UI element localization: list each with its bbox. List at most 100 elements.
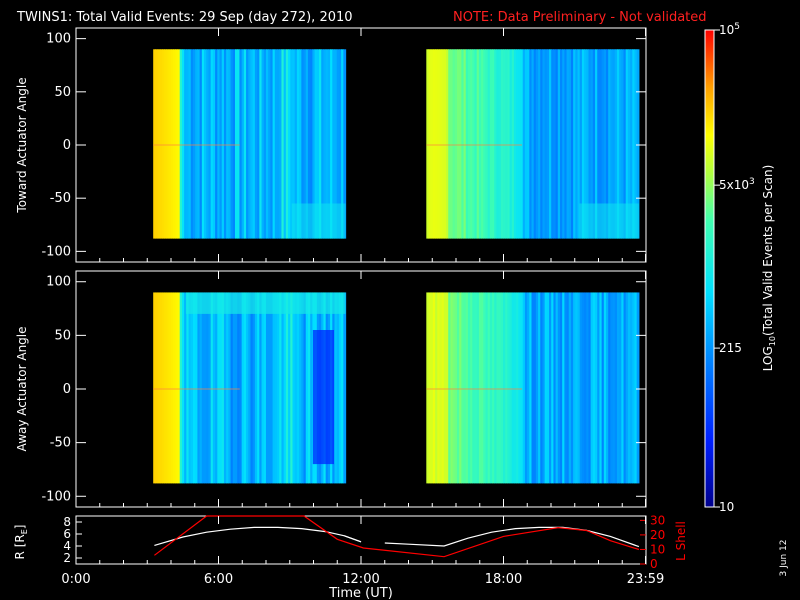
heatmap-column (478, 49, 482, 239)
heatmap-column (459, 292, 462, 484)
heatmap-column (428, 292, 432, 484)
y-tick-label: 0 (63, 382, 71, 397)
heatmap-column (592, 292, 596, 484)
heatmap-column (241, 49, 245, 239)
heatmap-column (243, 292, 247, 484)
heatmap-column (250, 49, 254, 239)
heatmap-column (190, 292, 194, 484)
heatmap-column (476, 49, 480, 239)
heatmap-column (215, 49, 218, 239)
lshell-line (154, 515, 640, 558)
heatmap-column (465, 292, 469, 484)
heatmap-column (217, 49, 221, 239)
heatmap-column (503, 292, 506, 484)
heatmap-column (443, 292, 447, 484)
orbit-left-tick-label: 4 (63, 539, 71, 553)
heatmap-column (575, 292, 579, 484)
heatmap-column (586, 49, 590, 239)
heatmap-column (483, 292, 487, 484)
heatmap-column (435, 49, 438, 239)
heatmap-column (505, 292, 508, 484)
colorbar-tick-mantissa: 5x (719, 178, 734, 192)
heatmap-column (181, 292, 185, 484)
heatmap-column (166, 49, 170, 239)
heatmap-column (498, 292, 502, 484)
orbit-left-tick-label: 2 (63, 551, 71, 565)
heatmap-column (179, 292, 183, 484)
orbit-left-tick-label: 6 (63, 527, 71, 541)
heatmap-column (338, 49, 342, 239)
heatmap-column (226, 49, 229, 239)
heatmap-column (157, 292, 161, 484)
heatmap-column (533, 49, 537, 239)
heatmap-column (299, 292, 302, 484)
heatmap-column (162, 292, 165, 484)
heatmap-column (485, 292, 489, 484)
heatmap-column (254, 292, 258, 484)
heatmap-column (568, 292, 572, 484)
heatmap-column (634, 49, 638, 239)
heatmap-column (544, 292, 548, 484)
heatmap-column (219, 49, 223, 239)
heatmap-column (208, 49, 212, 239)
heatmap-column (312, 49, 316, 239)
heatmap-column (448, 49, 452, 239)
heatmap-column (188, 292, 192, 484)
heatmap-column (159, 292, 163, 484)
heatmap-column (461, 292, 465, 484)
heatmap-column (296, 292, 300, 484)
heatmap-column (432, 49, 436, 239)
heatmap-column (450, 49, 454, 239)
heatmap-column (538, 292, 541, 484)
heatmap-column (254, 49, 258, 239)
heatmap-column (487, 49, 491, 239)
heatmap-column (301, 49, 305, 239)
heatmap-column (446, 292, 449, 484)
heatmap-column (625, 292, 629, 484)
heatmap-column (581, 49, 585, 239)
heatmap-column (544, 49, 548, 239)
heatmap-column (507, 292, 511, 484)
colorbar-label-rest: (Total Valid Events per Scan) (761, 165, 775, 336)
heatmap-column (290, 292, 294, 484)
heatmap-column (184, 49, 187, 239)
heatmap-column (430, 49, 434, 239)
x-axis-label: Time (UT) (328, 586, 393, 600)
heatmap-column (509, 49, 513, 239)
y-tick-label: -100 (41, 244, 71, 259)
radius-line (344, 535, 362, 543)
heatmap-column (323, 49, 327, 239)
heatmap-column (485, 49, 489, 239)
heatmap-column (630, 49, 633, 239)
heatmap-enhancement (579, 203, 639, 239)
heatmap-column (435, 292, 438, 484)
heatmap-column (520, 49, 524, 239)
heatmap-column (588, 49, 592, 239)
date-stamp: 3 Jun 12 (779, 540, 789, 577)
heatmap-column (259, 292, 263, 484)
colorbar-tick-label: 105 (719, 22, 740, 37)
heatmap-column (448, 292, 452, 484)
panel-toward-ylabel: Toward Actuator Angle (15, 77, 29, 213)
heatmap-depletion (312, 330, 335, 465)
heatmap-column (230, 49, 234, 239)
heatmap-column (330, 49, 333, 239)
heatmap-column (279, 49, 283, 239)
heatmap-column (509, 292, 513, 484)
heatmap-column (612, 49, 616, 239)
heatmap-column (599, 292, 603, 484)
heatmap-column (257, 292, 260, 484)
heatmap-column (334, 292, 338, 484)
colorbar-tick-base: 10 (734, 178, 749, 192)
orbit-left-ylabel-sub: E (20, 529, 29, 534)
heatmap-column (535, 49, 539, 239)
heatmap-column (522, 292, 526, 484)
heatmap-column (250, 292, 254, 484)
heatmap-column (283, 49, 287, 239)
orbit-left-tick-label: 8 (63, 515, 71, 529)
heatmap-column (627, 292, 631, 484)
heatmap-column (294, 49, 298, 239)
heatmap-column (228, 49, 232, 239)
